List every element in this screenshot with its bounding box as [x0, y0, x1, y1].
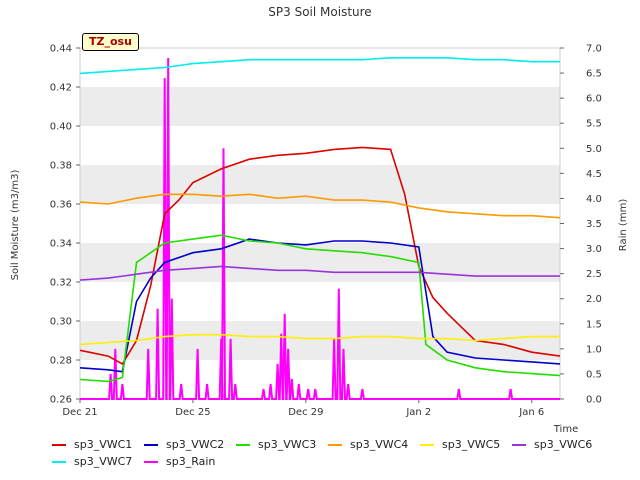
legend-swatch-rain	[144, 460, 158, 463]
site-label-badge: TZ_osu	[82, 33, 139, 51]
series-line-sp3-vwc3	[79, 234, 561, 383]
y-tick-label: 0.38	[50, 161, 72, 172]
series-line-sp3-vwc7	[79, 56, 560, 75]
y-tick-label: 0.34	[50, 239, 72, 250]
background-band	[80, 87, 560, 126]
y2-tick-label: 1.0	[586, 344, 602, 355]
y2-tick-label: 3.5	[586, 219, 602, 230]
y2-axis-label: Rain (mm)	[618, 199, 629, 252]
legend-label-vwc3: sp3_VWC3	[258, 438, 317, 451]
background-band	[80, 282, 560, 321]
y-tick-label: 0.40	[50, 122, 72, 133]
series-line-sp3-rain	[80, 57, 560, 400]
background-bands	[79, 47, 561, 400]
y2-tick-label: 2.0	[586, 294, 602, 305]
legend-label-rain: sp3_Rain	[166, 455, 216, 468]
legend-swatch-vwc5	[420, 443, 434, 446]
legend-item-vwc1: sp3_VWC1	[52, 438, 144, 451]
y2-tick-label: 1.5	[586, 319, 602, 330]
background-band	[80, 48, 560, 87]
y2-tick-label: 5.5	[586, 119, 602, 130]
legend-row-2: sp3_VWC7 sp3_Rain	[52, 453, 612, 470]
legend-item-vwc5: sp3_VWC5	[420, 438, 512, 451]
x-axis-label: Time	[553, 424, 578, 435]
legend-swatch-vwc1	[52, 443, 66, 446]
y2-tick-label: 4.0	[586, 194, 602, 205]
legend-label-vwc2: sp3_VWC2	[166, 438, 225, 451]
background-band	[80, 204, 560, 243]
y-tick-label: 0.44	[50, 44, 72, 55]
right-axis-ticks: 0.0 0.5 1.0 1.5 2.0 2.5 3.0 3.5 4.0 4.5 5.0 5.5 6.0 6…	[560, 44, 602, 406]
legend-label-vwc6: sp3_VWC6	[534, 438, 593, 451]
chart-title: SP3 Soil Moisture	[268, 5, 371, 19]
legend-item-vwc2: sp3_VWC2	[144, 438, 236, 451]
background-band	[80, 360, 560, 399]
series-line-sp3-vwc6	[79, 265, 560, 281]
series-lines	[79, 56, 561, 400]
series-line-sp3-vwc2	[79, 238, 561, 373]
series-line-sp3-vwc5	[79, 333, 560, 346]
x-tick-label: Dec 29	[288, 407, 323, 418]
y2-tick-label: 0.0	[586, 395, 602, 406]
y-tick-label: 0.36	[50, 200, 72, 211]
x-axis-ticks: Dec 21 Dec 25 Dec 29 Jan 2 Jan 6	[62, 399, 544, 418]
background-band	[80, 321, 560, 360]
legend-label-vwc5: sp3_VWC5	[442, 438, 501, 451]
legend-swatch-vwc2	[144, 443, 158, 446]
y2-tick-label: 0.5	[586, 369, 602, 380]
y2-tick-label: 4.5	[586, 169, 602, 180]
legend: sp3_VWC1 sp3_VWC2 sp3_VWC3 sp3_VWC4 sp3_…	[52, 436, 612, 470]
legend-label-vwc7: sp3_VWC7	[74, 455, 133, 468]
y-tick-label: 0.26	[50, 395, 72, 406]
legend-label-vwc1: sp3_VWC1	[74, 438, 133, 451]
legend-item-vwc7: sp3_VWC7	[52, 455, 144, 468]
legend-item-rain: sp3_Rain	[144, 455, 236, 468]
legend-row-1: sp3_VWC1 sp3_VWC2 sp3_VWC3 sp3_VWC4 sp3_…	[52, 436, 612, 453]
y2-tick-label: 7.0	[586, 44, 602, 55]
legend-swatch-vwc7	[52, 460, 66, 463]
y-tick-label: 0.32	[50, 278, 72, 289]
x-tick-label: Jan 6	[518, 407, 544, 418]
y2-tick-label: 5.0	[586, 144, 602, 155]
x-tick-label: Jan 2	[405, 407, 431, 418]
y2-tick-label: 2.5	[586, 269, 602, 280]
y-axis-label: Soil Moisture (m3/m3)	[10, 170, 21, 281]
legend-swatch-vwc6	[512, 443, 526, 446]
x-tick-label: Dec 25	[175, 407, 210, 418]
legend-swatch-vwc4	[328, 443, 342, 446]
y-tick-label: 0.42	[50, 83, 72, 94]
legend-item-vwc6: sp3_VWC6	[512, 438, 604, 451]
left-axis-ticks: 0.26 0.28 0.30 0.32 0.34 0.36 0.38 0.40 0.42 0.44	[50, 44, 80, 406]
legend-swatch-vwc3	[236, 443, 250, 446]
legend-item-vwc3: sp3_VWC3	[236, 438, 328, 451]
y-tick-label: 0.28	[50, 356, 72, 367]
series-line-sp3-vwc4	[79, 193, 561, 219]
y2-tick-label: 6.5	[586, 69, 602, 80]
y2-tick-label: 3.0	[586, 244, 602, 255]
legend-item-vwc4: sp3_VWC4	[328, 438, 420, 451]
background-band	[80, 126, 560, 165]
series-line-sp3-vwc1	[79, 146, 561, 365]
legend-label-vwc4: sp3_VWC4	[350, 438, 409, 451]
x-tick-label: Dec 21	[62, 407, 97, 418]
y-tick-label: 0.30	[50, 317, 72, 328]
y2-tick-label: 6.0	[586, 94, 602, 105]
